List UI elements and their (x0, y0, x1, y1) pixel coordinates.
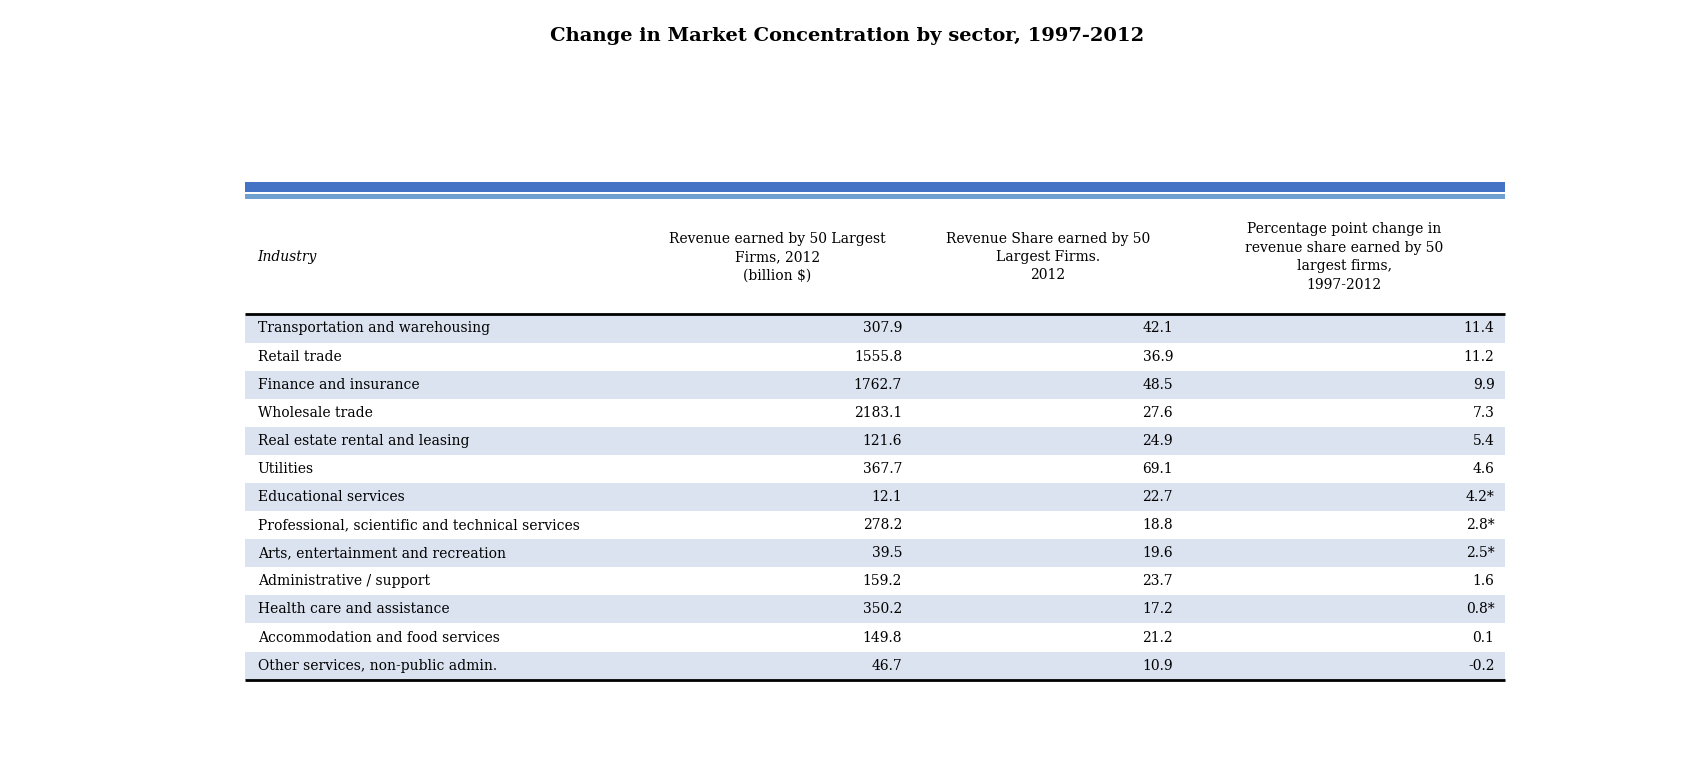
Text: Health care and assistance: Health care and assistance (257, 602, 449, 616)
Text: Professional, scientific and technical services: Professional, scientific and technical s… (257, 518, 579, 532)
Text: Accommodation and food services: Accommodation and food services (257, 630, 500, 644)
Bar (244, 568, 1504, 595)
Text: 10.9: 10.9 (1142, 659, 1172, 673)
Bar (244, 483, 1504, 511)
Text: 19.6: 19.6 (1142, 546, 1172, 561)
Text: Wholesale trade: Wholesale trade (257, 406, 373, 419)
Text: 367.7: 367.7 (862, 462, 901, 476)
Text: 1762.7: 1762.7 (854, 378, 901, 392)
Text: Revenue Share earned by 50
Largest Firms.
2012: Revenue Share earned by 50 Largest Firms… (945, 232, 1150, 282)
Text: 21.2: 21.2 (1142, 630, 1172, 644)
Text: 1.6: 1.6 (1472, 575, 1494, 588)
Text: Transportation and warehousing: Transportation and warehousing (257, 321, 490, 336)
Text: 46.7: 46.7 (871, 659, 901, 673)
Text: Real estate rental and leasing: Real estate rental and leasing (257, 434, 469, 448)
Text: 48.5: 48.5 (1142, 378, 1172, 392)
Text: 307.9: 307.9 (862, 321, 901, 336)
Bar (244, 200, 1504, 314)
Bar (244, 595, 1504, 623)
Bar (244, 455, 1504, 483)
Text: Retail trade: Retail trade (257, 350, 342, 364)
Text: 1555.8: 1555.8 (854, 350, 901, 364)
Text: Utilities: Utilities (257, 462, 313, 476)
Text: 9.9: 9.9 (1472, 378, 1494, 392)
Text: 23.7: 23.7 (1142, 575, 1172, 588)
Bar (244, 371, 1504, 399)
Text: 350.2: 350.2 (862, 602, 901, 616)
Text: 39.5: 39.5 (871, 546, 901, 561)
Text: Change in Market Concentration by sector, 1997-2012: Change in Market Concentration by sector… (551, 27, 1143, 45)
Text: 7.3: 7.3 (1472, 406, 1494, 419)
Text: 0.1: 0.1 (1472, 630, 1494, 644)
Text: 11.4: 11.4 (1464, 321, 1494, 336)
Text: 2183.1: 2183.1 (854, 406, 901, 419)
Text: Percentage point change in
revenue share earned by 50
largest firms,
1997-2012: Percentage point change in revenue share… (1245, 223, 1443, 292)
Text: 5.4: 5.4 (1472, 434, 1494, 448)
Bar (244, 314, 1504, 343)
Bar (244, 194, 1504, 198)
Text: Revenue earned by 50 Largest
Firms, 2012
(billion $): Revenue earned by 50 Largest Firms, 2012… (669, 232, 886, 282)
Text: 2.5*: 2.5* (1465, 546, 1494, 561)
Text: 149.8: 149.8 (862, 630, 901, 644)
Text: 24.9: 24.9 (1142, 434, 1172, 448)
Text: 121.6: 121.6 (862, 434, 901, 448)
Text: 69.1: 69.1 (1142, 462, 1172, 476)
Text: 4.2*: 4.2* (1465, 490, 1494, 504)
Bar (244, 623, 1504, 652)
Bar (244, 182, 1504, 193)
Text: Other services, non-public admin.: Other services, non-public admin. (257, 659, 496, 673)
Text: 0.8*: 0.8* (1465, 602, 1494, 616)
Bar (244, 539, 1504, 568)
Text: Administrative / support: Administrative / support (257, 575, 430, 588)
Text: 11.2: 11.2 (1464, 350, 1494, 364)
Text: 22.7: 22.7 (1142, 490, 1172, 504)
Text: Finance and insurance: Finance and insurance (257, 378, 420, 392)
Text: 12.1: 12.1 (871, 490, 901, 504)
Text: 27.6: 27.6 (1142, 406, 1172, 419)
Text: 36.9: 36.9 (1142, 350, 1172, 364)
Text: 278.2: 278.2 (862, 518, 901, 532)
Text: 4.6: 4.6 (1472, 462, 1494, 476)
Text: Industry: Industry (257, 250, 317, 264)
Bar (244, 343, 1504, 371)
Text: 18.8: 18.8 (1142, 518, 1172, 532)
Text: Educational services: Educational services (257, 490, 405, 504)
Bar (244, 426, 1504, 455)
Bar (244, 511, 1504, 539)
Text: 159.2: 159.2 (862, 575, 901, 588)
Text: 17.2: 17.2 (1142, 602, 1172, 616)
Text: 42.1: 42.1 (1142, 321, 1172, 336)
Bar (244, 399, 1504, 426)
Bar (244, 652, 1504, 680)
Text: Arts, entertainment and recreation: Arts, entertainment and recreation (257, 546, 507, 561)
Text: 2.8*: 2.8* (1465, 518, 1494, 532)
Text: -0.2: -0.2 (1469, 659, 1494, 673)
